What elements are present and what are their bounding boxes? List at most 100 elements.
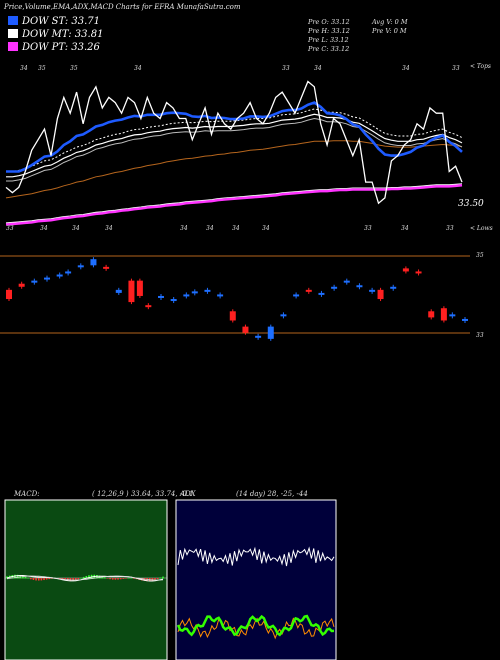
- candle-down: [103, 266, 110, 269]
- macd-hist-bar: [125, 578, 127, 579]
- candle-down: [145, 305, 152, 308]
- adx-line: [177, 546, 335, 567]
- macd-hist-bar: [6, 576, 8, 579]
- low-tick-label: 34: [206, 225, 214, 232]
- adx-params: (14 day) 28, -25, -44: [236, 490, 308, 498]
- dow-mt-value: 33.81: [74, 29, 104, 40]
- top-tick-label: 34: [134, 65, 142, 72]
- info-prev-open: Pre O: 33.12: [308, 18, 350, 26]
- candle-up: [31, 280, 38, 283]
- candle-up: [191, 291, 198, 294]
- low-tick-label: 34: [180, 225, 188, 232]
- candle-down: [377, 289, 384, 300]
- candle-up: [267, 326, 274, 339]
- top-tick-label: 35: [38, 65, 46, 72]
- low-tick-label: 33: [6, 225, 14, 232]
- candle-down: [136, 280, 143, 296]
- candle-up: [204, 289, 211, 292]
- macd-hist-bar: [101, 576, 103, 579]
- candle-up: [217, 294, 224, 297]
- volume-axis-top: 35: [476, 252, 484, 259]
- candle-down: [6, 289, 12, 300]
- macd-hist-bar: [104, 577, 106, 579]
- ema-long-line: [5, 140, 463, 199]
- ema-pt-line: [5, 183, 463, 226]
- macd-signal-line: [6, 575, 164, 581]
- macd-hist-bar: [67, 578, 69, 581]
- candle-up: [170, 299, 177, 302]
- ema-mt-lower-line: [6, 117, 463, 182]
- macd-hist-bar: [156, 578, 159, 580]
- price-line: [5, 80, 463, 205]
- low-tick-label: 34: [401, 225, 409, 232]
- low-tick-label: 33: [364, 225, 372, 232]
- candle-up: [462, 318, 468, 321]
- candle-down: [229, 311, 236, 321]
- candle-up: [56, 274, 63, 277]
- adx-label: ADX: [180, 490, 196, 498]
- macd-hist-bar: [35, 578, 37, 581]
- low-tick-label: 34: [72, 225, 80, 232]
- macd-hist-bar: [22, 575, 24, 579]
- macd-hist-bar: [45, 578, 48, 580]
- low-tick-label: 34: [40, 225, 48, 232]
- candle-down: [402, 268, 409, 272]
- volume-axis-bottom: 33: [476, 332, 484, 339]
- macd-hist-bar: [114, 578, 117, 580]
- macd-hist-bar: [32, 578, 35, 580]
- low-tick-label: 33: [446, 225, 454, 232]
- last-price-label: 33.50: [458, 199, 484, 209]
- top-tick-label: 34: [314, 65, 322, 72]
- dow-pt-swatch: [8, 42, 18, 51]
- macd-hist-bar: [154, 578, 156, 581]
- low-tick-label: 34: [105, 225, 113, 232]
- macd-hist-bar: [37, 578, 40, 581]
- macd-hist-bar: [74, 578, 77, 580]
- macd-hist-bar: [159, 577, 162, 579]
- macd-hist-bar: [117, 578, 119, 580]
- candle-up: [115, 289, 122, 293]
- candle-up: [356, 285, 363, 288]
- macd-hist-bar: [48, 578, 51, 580]
- dow-mt-swatch: [8, 29, 18, 38]
- macd-hist-bar: [133, 578, 135, 579]
- candle-down: [242, 326, 249, 333]
- macd-hist-bar: [16, 574, 19, 579]
- legend-dow-pt: DOW PT: 33.26: [8, 42, 100, 53]
- dow-pt-value: 33.26: [71, 42, 100, 53]
- chart-title: Price,Volume,EMA,ADX,MACD Charts for EFR…: [4, 3, 241, 11]
- low-tick-label: 34: [232, 225, 240, 232]
- macd-hist-bar: [151, 578, 154, 581]
- dow-st-swatch: [8, 16, 18, 25]
- info-avg-vol: Avg V: 0 M: [372, 18, 408, 26]
- macd-label: MACD:: [14, 490, 40, 498]
- macd-hist-bar: [29, 578, 32, 580]
- candle-up: [293, 294, 300, 297]
- top-tick-label: 34: [20, 65, 28, 72]
- macd-hist-bar: [27, 577, 29, 579]
- top-tick-label: 35: [70, 65, 78, 72]
- candle-up: [449, 314, 456, 317]
- macd-hist-bar: [51, 578, 53, 579]
- candle-up: [331, 286, 338, 289]
- macd-panel-bg: [4, 499, 168, 660]
- info-prev-low: Pre L: 33.12: [308, 36, 349, 44]
- candle-down: [305, 289, 312, 292]
- low-tick-label: 34: [262, 225, 270, 232]
- macd-hist-bar: [106, 578, 109, 579]
- macd-hist-bar: [64, 578, 66, 580]
- macd-hist-bar: [88, 575, 90, 579]
- macd-hist-bar: [119, 578, 122, 580]
- top-tick-label: 33: [282, 65, 290, 72]
- candle-up: [77, 265, 84, 268]
- candle-up: [390, 286, 397, 289]
- ema-mt-line: [6, 113, 463, 178]
- macd-hist-bar: [69, 578, 72, 581]
- candle-down: [428, 311, 435, 318]
- macd-hist-bar: [24, 576, 27, 579]
- macd-hist-bar: [43, 578, 45, 581]
- dow-mt-label: DOW MT:: [22, 29, 72, 40]
- dow-pt-label: DOW PT:: [22, 42, 69, 53]
- macd-hist-bar: [72, 578, 74, 581]
